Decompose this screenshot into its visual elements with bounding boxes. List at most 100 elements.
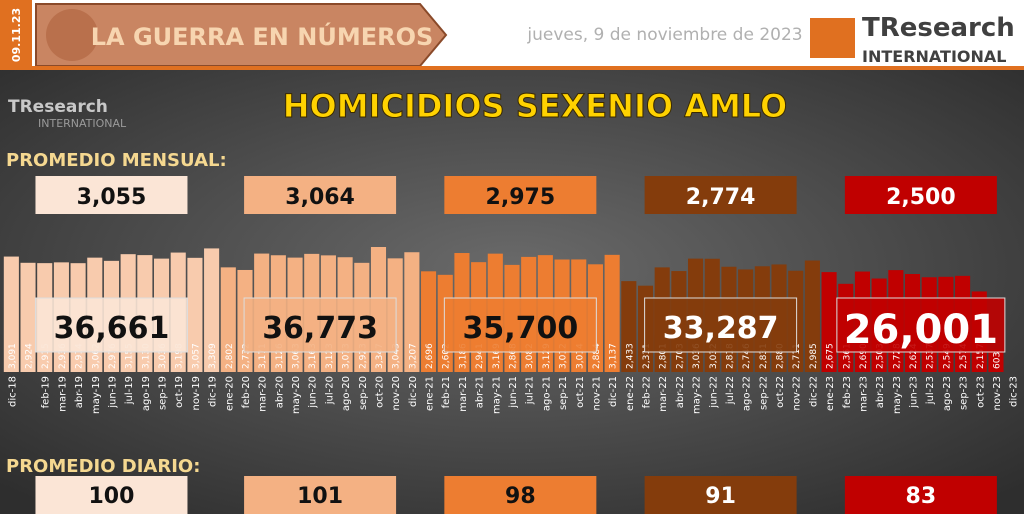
value-label: 3,171	[258, 343, 268, 369]
bar	[3, 256, 19, 372]
daily-average-box	[644, 476, 797, 514]
value-label: 3,155	[125, 343, 135, 369]
x-tick-label: ago-22	[742, 376, 753, 411]
x-tick-label: ene-22	[625, 376, 636, 411]
x-tick-label: abr-23	[875, 376, 886, 408]
x-tick-label: oct-21	[575, 376, 586, 408]
logo-sub: INTERNATIONAL	[862, 47, 1006, 66]
x-tick-label: abr-22	[675, 376, 686, 408]
x-tick-label: may-22	[692, 376, 703, 414]
x-tick-label: dic-20	[408, 376, 419, 407]
monthly-average: 3,064	[285, 185, 355, 210]
value-label: 2,675	[826, 343, 836, 369]
x-tick-label: dic-18	[7, 376, 18, 407]
logo-name: TResearch	[862, 13, 1015, 43]
daily-average: 91	[705, 484, 736, 509]
bar	[204, 248, 220, 372]
daily-average: 98	[505, 484, 536, 509]
daily-average-box	[444, 476, 597, 514]
value-label: 603	[992, 352, 1002, 369]
total: 26,001	[844, 307, 998, 353]
value-label: 3,186	[458, 343, 468, 369]
x-tick-label: nov-22	[792, 376, 803, 410]
value-label: 3,073	[342, 343, 352, 369]
x-tick-label: jun-22	[708, 376, 719, 409]
value-label: 2,976	[108, 343, 118, 369]
value-label: 3,207	[408, 343, 418, 369]
value-label: 3,036	[158, 343, 168, 369]
daily-average: 101	[297, 484, 343, 509]
value-label: 3,036	[692, 343, 702, 369]
value-label: 2,624	[909, 343, 919, 369]
value-label: 3,057	[191, 343, 201, 369]
x-tick-label: jul-23	[925, 376, 936, 405]
x-tick-label: jun-19	[107, 376, 118, 409]
value-label: 3,137	[609, 343, 619, 369]
value-label: 3,123	[325, 343, 335, 369]
value-label: 3,012	[559, 343, 569, 369]
monthly-average-box	[844, 176, 997, 214]
value-label: 2,732	[241, 343, 251, 369]
x-tick-label: sep-20	[358, 376, 369, 410]
value-label: 2,924	[25, 343, 35, 369]
banner-icon	[46, 9, 98, 61]
x-tick-label: ago-19	[141, 376, 152, 411]
value-label: 2,818	[725, 343, 735, 369]
x-tick-label: feb-23	[842, 376, 853, 408]
date: jueves, 9 de noviembre de 2023	[526, 25, 802, 45]
monthly-average-box	[244, 176, 397, 214]
x-tick-label: jun-20	[308, 376, 319, 409]
logo-icon	[810, 18, 855, 58]
x-tick-label: sep-23	[959, 376, 970, 410]
value-label: 2,696	[425, 343, 435, 369]
value-label: 2,802	[225, 343, 235, 369]
chart-title: HOMICIDIOS SEXENIO AMLO	[283, 87, 788, 125]
value-label: 2,880	[776, 343, 786, 369]
total: 36,661	[54, 311, 170, 346]
total: 36,773	[262, 311, 378, 346]
x-tick-label: nov-23	[992, 376, 1003, 410]
x-tick-label: mar-21	[458, 376, 469, 412]
value-label: 2,711	[792, 343, 802, 369]
total-box	[443, 297, 597, 353]
value-label: 3,129	[542, 343, 552, 369]
x-tick-label: jul-20	[324, 376, 335, 405]
x-tick-label: jul-19	[124, 376, 135, 405]
monthly-average: 2,774	[686, 185, 756, 210]
value-label: 3,063	[292, 343, 302, 369]
bar	[187, 257, 203, 372]
value-label: 2,361	[842, 343, 852, 369]
value-label: 2,433	[625, 343, 635, 369]
bar	[20, 262, 36, 372]
x-tick-label: sep-19	[158, 376, 169, 410]
x-tick-label: jul-22	[725, 376, 736, 405]
x-tick-label: jul-21	[525, 376, 536, 405]
value-label: 2,728	[892, 343, 902, 369]
total: 33,287	[663, 311, 779, 346]
x-tick-label: nov-20	[391, 376, 402, 410]
x-tick-label: ene-20	[224, 376, 235, 411]
x-tick-label: oct-23	[975, 376, 986, 408]
value-label: 3,062	[91, 343, 101, 369]
value-label: 2,746	[742, 343, 752, 369]
x-tick-label: dic-23	[1009, 376, 1020, 407]
value-label: 3,163	[308, 343, 318, 369]
x-tick-label: ene-23	[825, 376, 836, 411]
value-label: 2,831	[759, 343, 769, 369]
monthly-average: 2,500	[886, 185, 956, 210]
value-label: 2,923	[358, 343, 368, 369]
x-tick-label: oct-19	[174, 376, 185, 408]
value-label: 3,130	[141, 343, 151, 369]
value-label: 3,309	[208, 343, 218, 369]
value-label: 2,537	[926, 343, 936, 369]
value-label: 3,014	[575, 343, 585, 369]
value-label: 2,703	[675, 343, 685, 369]
bar	[821, 272, 837, 372]
monthly-heading: PROMEDIO MENSUAL:	[6, 150, 227, 171]
header-rule	[0, 66, 1024, 70]
bar	[804, 260, 820, 372]
value-label: 3,043	[392, 343, 402, 369]
x-tick-label: may-21	[491, 376, 502, 414]
